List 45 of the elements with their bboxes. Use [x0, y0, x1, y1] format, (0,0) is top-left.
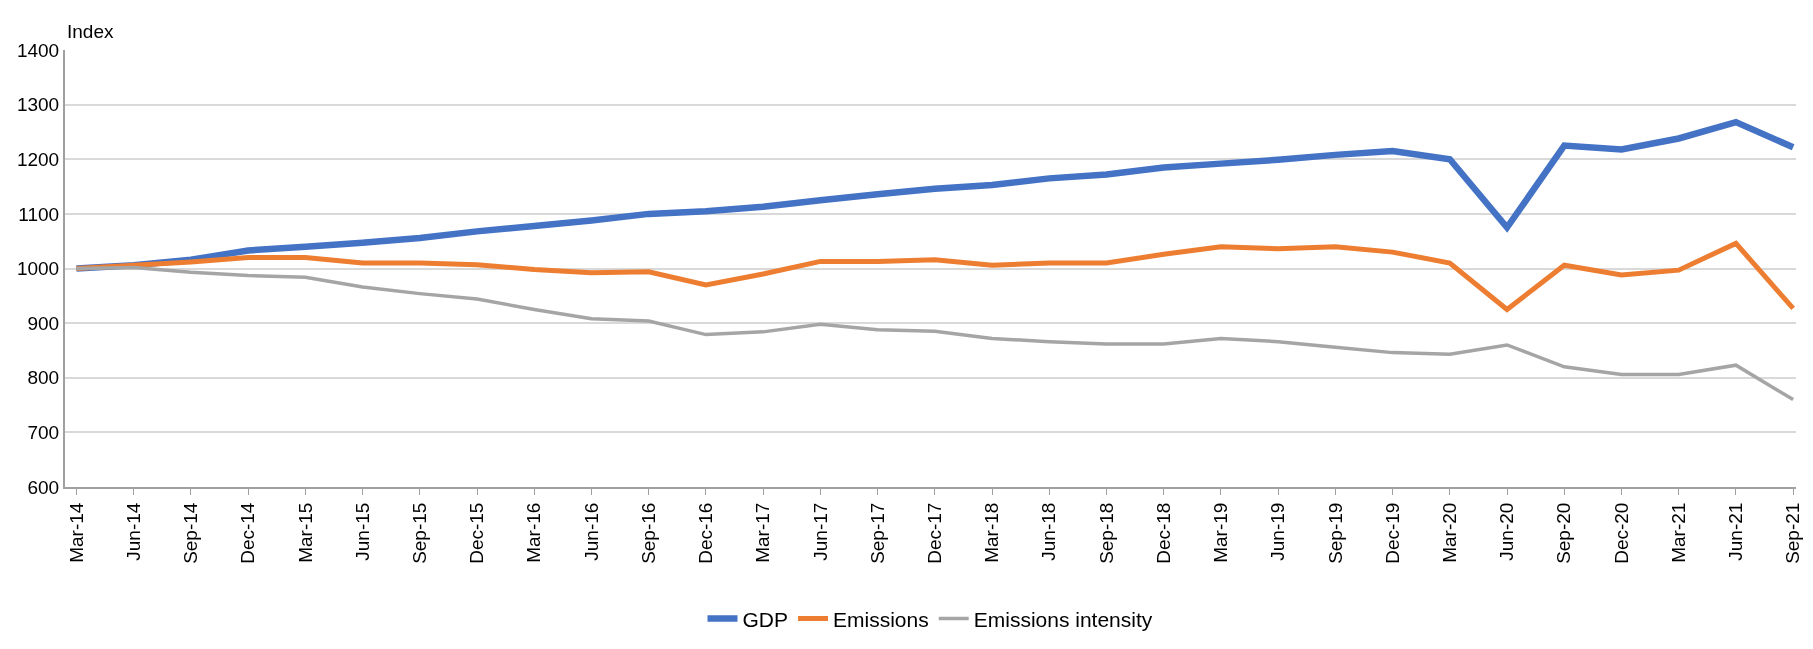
x-tick-label: Sep-15: [408, 502, 430, 564]
x-tick-label: Sep-21: [1782, 502, 1804, 564]
x-tick-label: Mar-20: [1438, 502, 1460, 563]
y-axis-title: Index: [67, 21, 114, 42]
x-tick-label: Jun-16: [580, 502, 602, 561]
x-tick-label: Dec-18: [1152, 502, 1174, 564]
x-tick-label: Jun-20: [1496, 502, 1518, 561]
x-tick-label: Sep-19: [1324, 502, 1346, 564]
x-tick-label: Dec-16: [695, 502, 717, 564]
legend-label: Emissions: [833, 607, 929, 631]
y-tick-label: 1400: [16, 39, 60, 61]
x-tick-label: Dec-19: [1381, 502, 1403, 564]
x-tick-label: Mar-14: [65, 502, 87, 563]
x-tick-label: Sep-18: [1095, 502, 1117, 564]
y-tick-label: 1000: [16, 258, 60, 280]
x-tick-label: Jun-17: [809, 502, 831, 561]
x-tick-label: Jun-18: [1038, 502, 1060, 561]
x-tick-label: Jun-15: [351, 502, 373, 561]
y-tick-label: 900: [27, 312, 60, 334]
legend-label: Emissions intensity: [973, 607, 1153, 631]
y-tick-label: 1300: [16, 94, 60, 116]
x-tick-label: Dec-20: [1610, 502, 1632, 564]
y-tick-label: 600: [27, 476, 60, 498]
y-tick-label: 1200: [16, 148, 60, 170]
line-series: [74, 265, 1795, 402]
x-tick-label: Jun-19: [1267, 502, 1289, 561]
x-tick-label: Sep-14: [180, 502, 202, 564]
x-tick-label: Mar-21: [1667, 502, 1689, 563]
x-tick-label: Mar-16: [523, 502, 545, 563]
legend-label: GDP: [742, 607, 789, 631]
y-tick-label: 700: [27, 422, 60, 444]
x-tick-label: Dec-14: [237, 502, 259, 564]
x-tick-label: Mar-17: [752, 502, 774, 563]
x-tick-label: Mar-15: [294, 502, 316, 563]
x-tick-label: Jun-21: [1725, 502, 1747, 561]
x-tick-label: Dec-17: [923, 502, 945, 564]
y-tick-label: 800: [27, 367, 60, 389]
x-tick-label: Sep-17: [866, 502, 888, 564]
x-tick-label: Dec-15: [466, 502, 488, 564]
y-tick-label: 1100: [18, 203, 60, 225]
x-tick-label: Mar-19: [1210, 502, 1232, 563]
x-tick-label: Sep-16: [637, 502, 659, 564]
x-tick-label: Sep-20: [1553, 502, 1575, 564]
x-tick-label: Mar-18: [981, 502, 1003, 563]
x-tick-label: Jun-14: [122, 502, 144, 561]
